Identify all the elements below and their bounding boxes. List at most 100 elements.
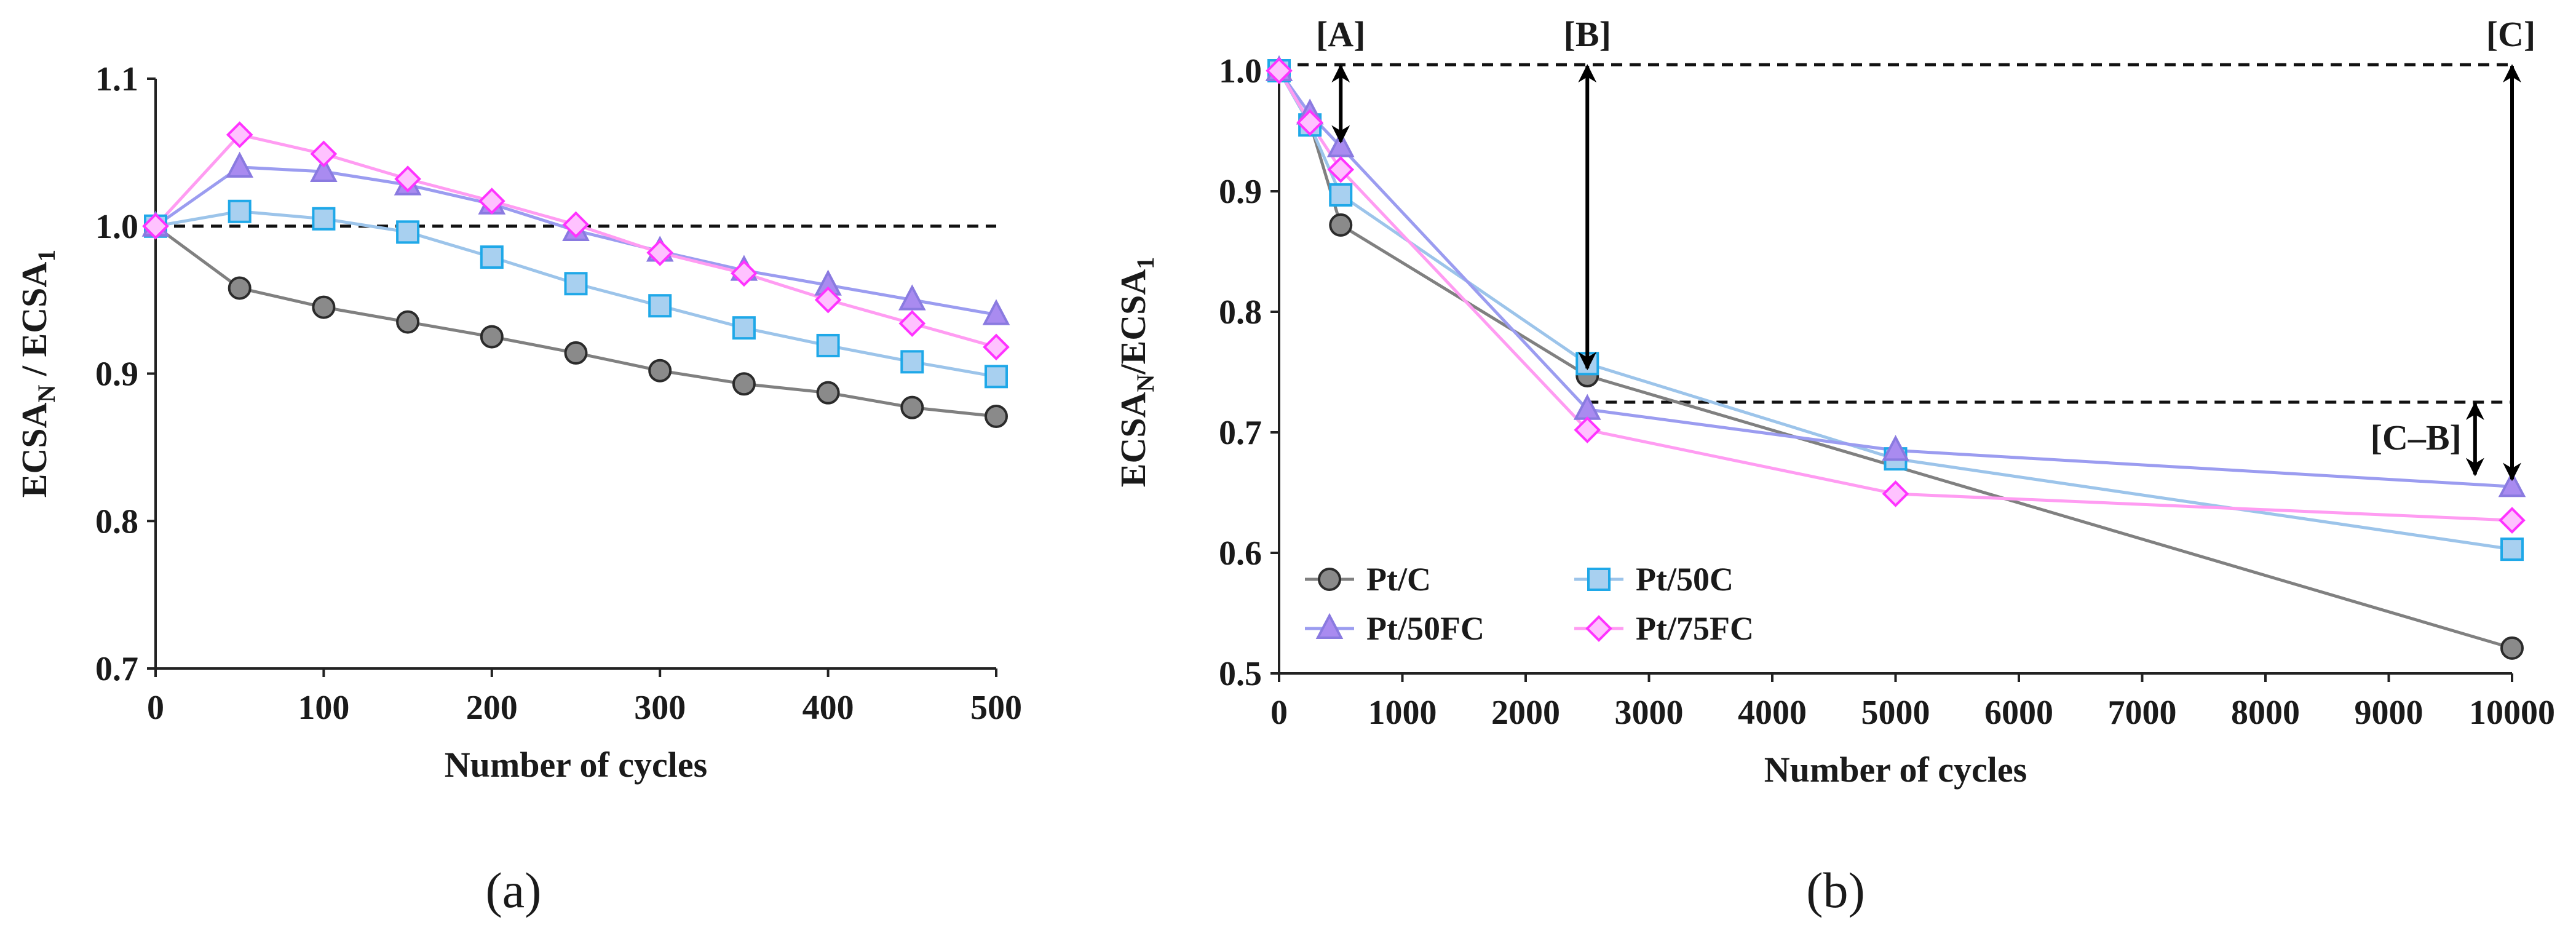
series-line-pt-50fc — [1277, 69, 2513, 488]
data-point-pt-50c — [228, 199, 252, 223]
data-point-pt-75fc — [310, 140, 338, 168]
y-axis-title-part: 1 — [33, 250, 60, 262]
data-point-pt-50c — [2500, 537, 2524, 561]
x-tick-label: 8000 — [2231, 694, 2300, 732]
x-tick-label: 6000 — [1984, 694, 2053, 732]
data-point-pt-c — [985, 405, 1008, 429]
legend-marker — [1587, 568, 1611, 591]
data-point-pt-c — [312, 295, 336, 319]
x-tick-label: 300 — [634, 689, 686, 727]
x-tick-label: 1000 — [1368, 694, 1437, 732]
y-tick-label: 0.9 — [1219, 173, 1262, 211]
data-point-pt-c — [900, 395, 924, 419]
data-point-pt-c — [396, 310, 420, 334]
legend-label: Pt/C — [1366, 561, 1431, 598]
y-tick-label: 0.7 — [1219, 414, 1262, 452]
y-tick-label: 0.8 — [95, 502, 138, 541]
data-point-pt-75fc — [1327, 156, 1355, 183]
y-tick-label: 1.0 — [1219, 52, 1262, 90]
data-point-pt-75fc — [226, 121, 253, 148]
legend-label: Pt/50FC — [1366, 610, 1484, 647]
chart-panel-a: 0.7 0.8 0.9 1.0 1.1 0 100 200 300 400 500 Number of… — [14, 60, 1022, 785]
data-point-pt-50c — [564, 272, 588, 296]
data-point-pt-50c — [312, 207, 336, 231]
x-tick-label: 2000 — [1491, 694, 1560, 732]
data-point-pt-75fc — [478, 188, 505, 215]
data-point-pt-50c — [985, 365, 1008, 389]
y-tick-label: 1.0 — [95, 208, 138, 246]
panel-label-a: (a) — [485, 862, 541, 918]
y-axis-title-part: ECSA — [14, 402, 54, 498]
x-tick-label: 10000 — [2469, 694, 2555, 732]
data-point-pt-75fc — [1882, 480, 1909, 507]
data-point-pt-75fc — [814, 286, 842, 314]
data-point-pt-75fc — [394, 165, 421, 192]
data-point-pt-50c — [732, 316, 756, 340]
data-point-pt-50c — [1329, 183, 1353, 207]
series-line-pt-50c — [1277, 69, 2513, 551]
x-tick-label: 500 — [970, 689, 1022, 727]
x-tick-label: 0 — [1270, 694, 1288, 732]
data-point-pt-50c — [396, 220, 420, 244]
y-tick-label: 0.9 — [95, 355, 138, 394]
y-axis-title-part: / ECSA — [14, 262, 54, 385]
data-point-pt-75fc — [983, 333, 1010, 361]
data-point-pt-75fc — [898, 310, 926, 337]
y-axis-title-part: 1 — [1131, 257, 1159, 269]
annotation-label: [A] — [1316, 14, 1366, 54]
data-point-pt-c — [228, 276, 252, 300]
data-point-pt-c — [816, 381, 840, 405]
data-point-pt-c — [2500, 636, 2524, 660]
data-point-pt-50fc — [2498, 470, 2526, 498]
annotation-label: [B] — [1564, 14, 1611, 54]
x-tick-label: 100 — [298, 689, 349, 727]
chart-panel-b: 0.5 0.6 0.7 0.8 0.9 1.0 0 1000 2000 3000 4000 5000 6… — [1113, 14, 2555, 790]
legend: Pt/C Pt/50C Pt/50FC Pt/75FC — [1305, 561, 1754, 647]
annotation-label: [C] — [2486, 14, 2536, 54]
data-point-pt-75fc — [1296, 109, 1323, 137]
series-line-pt-c — [154, 224, 997, 418]
data-point-pt-50fc — [982, 299, 1010, 325]
data-point-pt-75fc — [142, 212, 169, 240]
data-point-pt-75fc — [2499, 507, 2526, 534]
data-point-pt-50fc — [310, 156, 338, 183]
data-point-pt-50fc — [1882, 435, 1909, 461]
data-point-pt-75fc — [1574, 416, 1601, 443]
x-axis-title: Number of cycles — [445, 745, 707, 785]
y-tick-label: 0.6 — [1219, 534, 1262, 573]
data-point-pt-c — [732, 372, 756, 396]
data-point-pt-75fc — [1266, 57, 1293, 84]
y-tick-label: 0.5 — [1219, 655, 1262, 693]
x-tick-label: 400 — [803, 689, 854, 727]
data-point-pt-c — [480, 325, 504, 349]
y-axis-title-part: /ECSA — [1113, 269, 1153, 375]
data-point-pt-50c — [648, 294, 672, 318]
legend-label: Pt/75FC — [1636, 610, 1754, 647]
y-tick-label: 0.7 — [95, 650, 138, 688]
y-tick-label: 1.1 — [95, 60, 138, 98]
x-tick-label: 0 — [147, 689, 164, 727]
data-point-pt-50c — [480, 245, 504, 269]
data-point-pt-c — [648, 359, 672, 383]
annotation-label: [C–B] — [2371, 418, 2462, 458]
legend-label: Pt/50C — [1636, 561, 1734, 598]
data-point-pt-c — [564, 341, 588, 365]
x-tick-label: 7000 — [2108, 694, 2177, 732]
data-point-pt-50fc — [1326, 131, 1355, 157]
x-tick-label: 9000 — [2355, 694, 2423, 732]
x-tick-label: 200 — [466, 689, 518, 727]
data-point-pt-c — [1329, 213, 1353, 237]
x-tick-label: 3000 — [1615, 694, 1684, 732]
y-axis-title-part: N — [1131, 375, 1159, 392]
series-line-pt-c — [1277, 69, 2513, 650]
panel-label-b: (b) — [1806, 862, 1865, 918]
x-tick-label: 4000 — [1738, 694, 1807, 732]
y-axis-title-part: N — [33, 385, 60, 403]
data-point-pt-75fc — [731, 260, 758, 287]
y-axis-title-part: ECSA — [1113, 392, 1153, 487]
x-tick-label: 5000 — [1861, 694, 1930, 732]
y-tick-label: 0.8 — [1219, 293, 1262, 331]
y-axis-title: ECSAN/ECSA1 — [1113, 257, 1159, 487]
data-point-pt-75fc — [646, 239, 674, 266]
